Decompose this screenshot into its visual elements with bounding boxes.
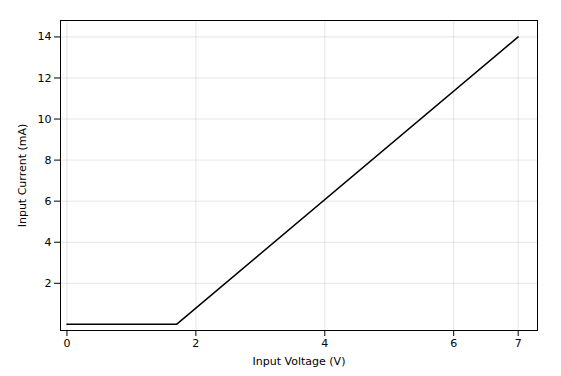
svg-text:Input Current (mA): Input Current (mA)	[16, 124, 29, 228]
svg-text:2: 2	[45, 277, 52, 290]
svg-text:0: 0	[63, 337, 70, 350]
svg-text:6: 6	[450, 337, 457, 350]
svg-text:7: 7	[515, 337, 522, 350]
svg-text:4: 4	[321, 337, 328, 350]
svg-text:14: 14	[38, 30, 52, 43]
svg-text:4: 4	[45, 236, 52, 249]
svg-text:2: 2	[192, 337, 199, 350]
svg-text:Input Voltage (V): Input Voltage (V)	[253, 355, 346, 368]
svg-text:10: 10	[38, 113, 52, 126]
svg-text:8: 8	[45, 154, 52, 167]
svg-text:12: 12	[38, 72, 52, 85]
svg-text:6: 6	[45, 195, 52, 208]
